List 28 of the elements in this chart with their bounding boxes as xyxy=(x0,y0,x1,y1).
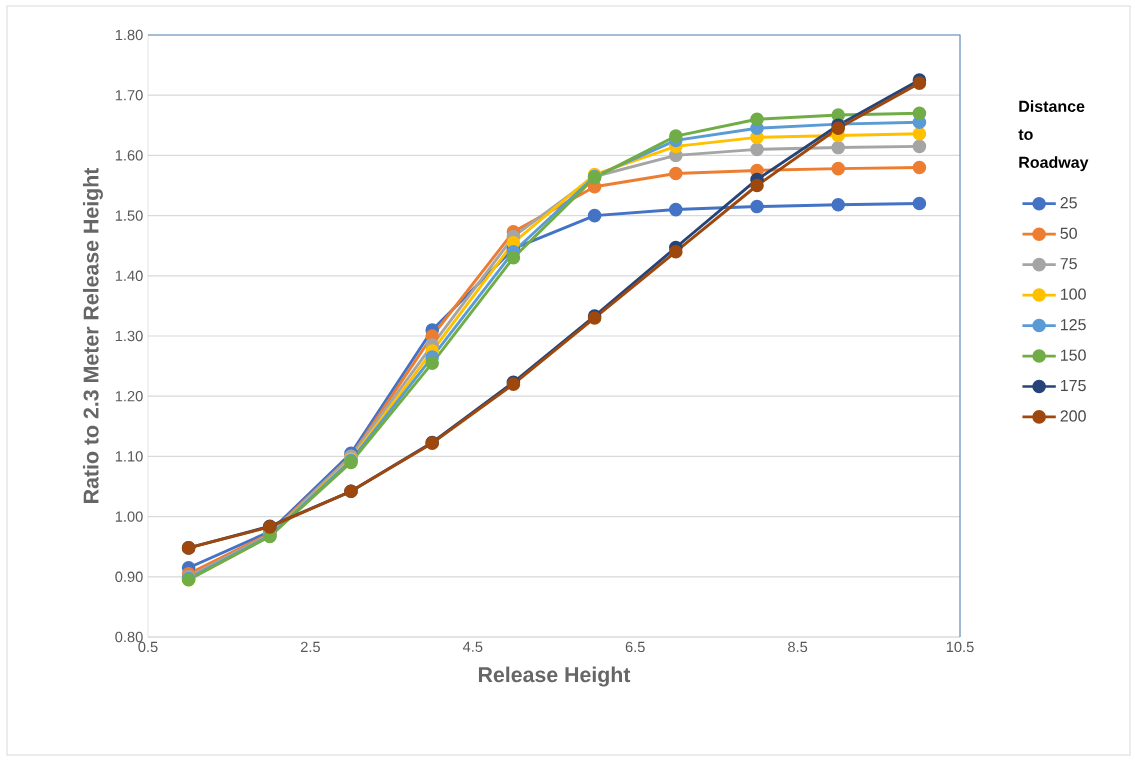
legend-label: 200 xyxy=(1060,410,1086,422)
x-tick-label: 10.5 xyxy=(946,641,974,653)
legend-label: 25 xyxy=(1060,197,1077,209)
y-tick-label: 1.70 xyxy=(115,90,143,101)
y-axis-title: Ratio to 2.3 Meter Release Height xyxy=(82,167,103,503)
legend-label: 50 xyxy=(1060,227,1077,239)
legend-label: 125 xyxy=(1061,318,1086,331)
legend-label: 75 xyxy=(1060,258,1077,270)
x-tick-label: 8.5 xyxy=(788,641,808,653)
x-tick-label: 4.5 xyxy=(462,641,483,652)
y-tick-label: 1.30 xyxy=(115,330,143,342)
x-tick-label: 2.5 xyxy=(300,641,320,653)
x-tick-label: 6.5 xyxy=(625,641,645,653)
legend-label: 175 xyxy=(1061,379,1086,392)
y-tick-label: 1.00 xyxy=(115,511,143,522)
x-tick-label: 0.5 xyxy=(138,641,158,653)
legend-label: 100 xyxy=(1061,288,1086,300)
x-axis-title: Release Height xyxy=(478,666,631,687)
y-tick-label: 1.50 xyxy=(115,210,143,221)
y-tick-label: 1.20 xyxy=(115,391,143,402)
y-tick-label: 1.40 xyxy=(115,270,143,281)
legend-title: Distance to Roadway xyxy=(1018,100,1089,172)
y-tick-label: 1.10 xyxy=(115,451,143,462)
y-tick-label: 0.90 xyxy=(115,571,143,582)
legend-label: 150 xyxy=(1061,349,1086,361)
y-tick-label: 1.80 xyxy=(115,29,143,41)
y-tick-label: 1.60 xyxy=(115,150,143,161)
y-tick-label: 0.80 xyxy=(115,631,143,643)
